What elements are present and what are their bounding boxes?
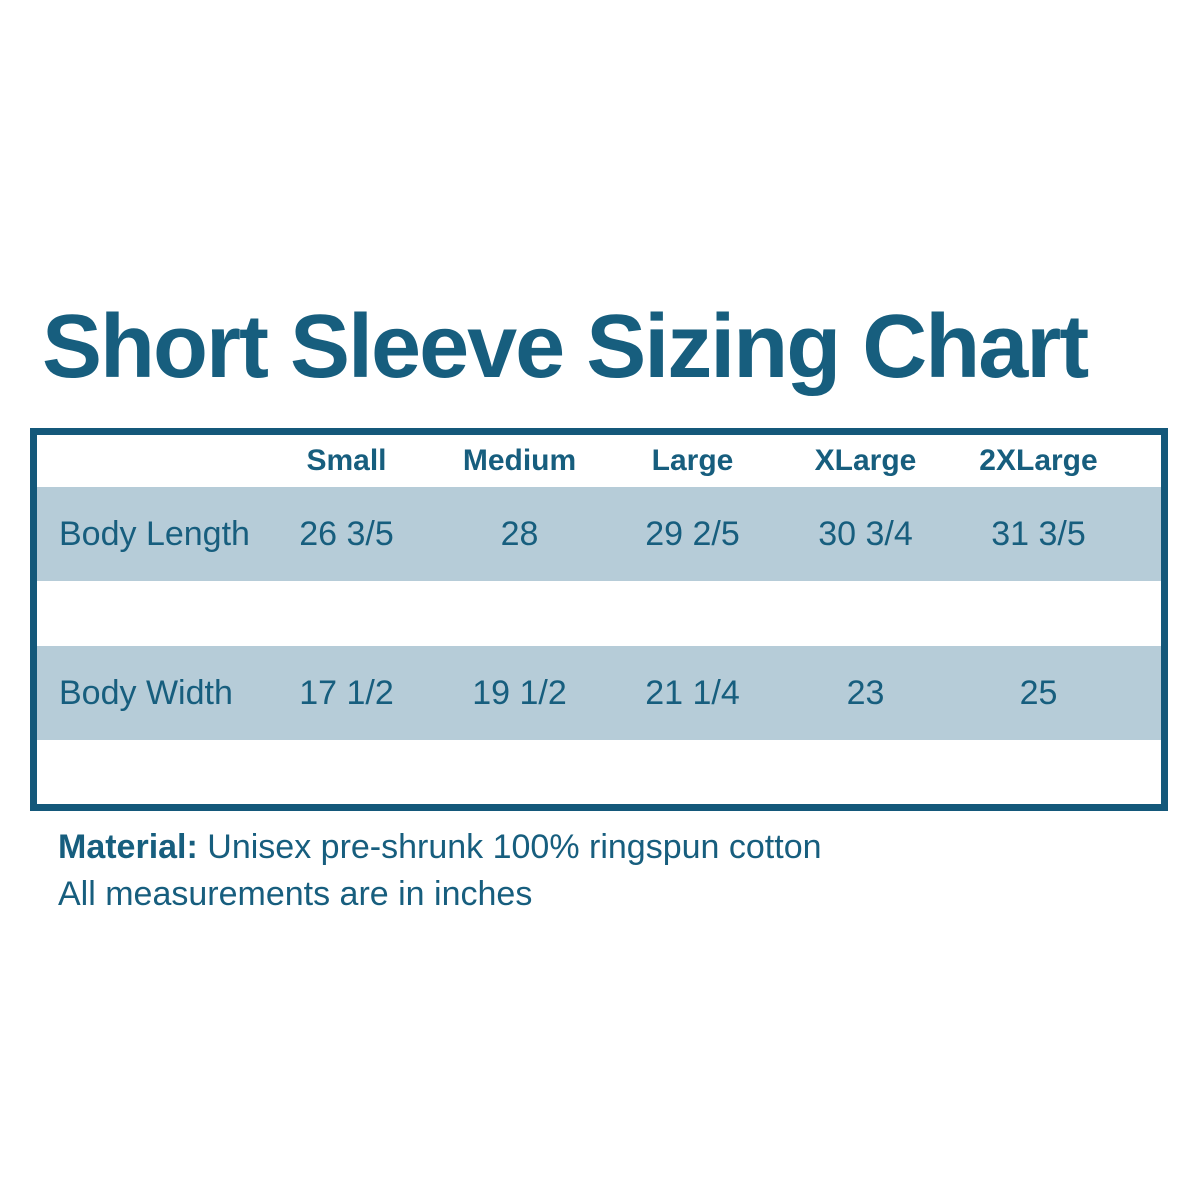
table-row-body-length: Body Length 26 3/5 28 29 2/5 30 3/4 31 3…	[37, 487, 1161, 581]
column-header-medium: Medium	[462, 444, 577, 477]
table-row-body-width: Body Width 17 1/2 19 1/2 21 1/4 23 25	[37, 646, 1161, 740]
table-header-row: Small Medium Large XLarge 2XLarge	[37, 435, 1161, 487]
material-line: Material: Unisex pre-shrunk 100% ringspu…	[58, 824, 822, 871]
body-length-2xlarge-value: 31 3/5	[991, 514, 1086, 553]
body-length-xlarge-value: 30 3/4	[818, 514, 913, 553]
row-label-body-width: Body Width	[59, 673, 233, 712]
body-length-small-value: 26 3/5	[299, 514, 394, 553]
sizing-table: Small Medium Large XLarge 2XLarge Body L…	[30, 428, 1168, 811]
body-width-xlarge-value: 23	[846, 673, 885, 712]
measurements-note: All measurements are in inches	[58, 875, 533, 913]
material-text: Unisex pre-shrunk 100% ringspun cotton	[207, 828, 822, 866]
body-width-2xlarge-value: 25	[1019, 673, 1058, 712]
body-width-large-value: 21 1/4	[645, 673, 740, 712]
page-title: Short Sleeve Sizing Chart	[42, 297, 1089, 397]
body-length-medium-value: 28	[500, 514, 539, 553]
table-spacer-row	[37, 581, 1161, 646]
body-length-large-value: 29 2/5	[645, 514, 740, 553]
column-header-xlarge: XLarge	[814, 444, 917, 477]
body-width-medium-value: 19 1/2	[472, 673, 567, 712]
material-label: Material:	[58, 828, 198, 866]
column-header-large: Large	[651, 444, 734, 477]
row-label-body-length: Body Length	[59, 514, 250, 553]
body-width-small-value: 17 1/2	[299, 673, 394, 712]
notes-block: Material: Unisex pre-shrunk 100% ringspu…	[58, 824, 822, 918]
table-bottom-spacer-row	[37, 740, 1161, 804]
column-header-small: Small	[306, 444, 387, 477]
column-header-2xlarge: 2XLarge	[979, 444, 1098, 477]
